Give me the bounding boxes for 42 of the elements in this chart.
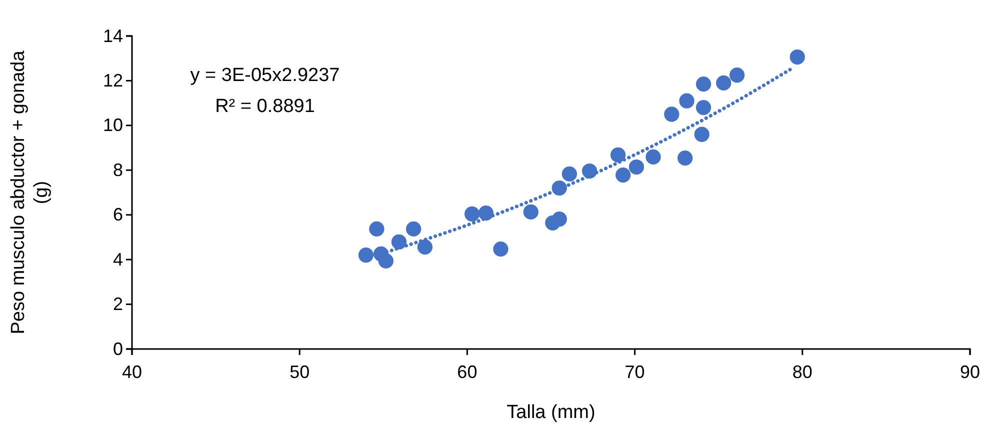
point xyxy=(464,206,480,222)
x-tick-label: 60 xyxy=(457,362,478,382)
point xyxy=(696,100,712,116)
y-tick-label: 4 xyxy=(112,249,123,270)
point xyxy=(628,159,644,175)
point xyxy=(369,221,384,236)
x-tick-label: 70 xyxy=(624,362,645,382)
point xyxy=(716,75,732,91)
point xyxy=(678,150,693,166)
point xyxy=(406,221,422,236)
y-tick-label: 0 xyxy=(112,338,123,359)
point xyxy=(493,242,508,257)
point xyxy=(523,204,538,220)
point xyxy=(562,166,578,182)
point xyxy=(610,147,626,162)
point xyxy=(616,168,631,183)
x-tick-label: 90 xyxy=(960,362,980,382)
point xyxy=(417,239,433,255)
point xyxy=(358,248,374,263)
y-tick-label: 8 xyxy=(112,160,123,180)
point xyxy=(694,126,710,142)
point xyxy=(646,149,661,165)
y-tick-label: 6 xyxy=(112,204,123,225)
x-axis-title: Talla (mm) xyxy=(506,402,596,423)
y-tick-label: 10 xyxy=(102,115,123,136)
y-tick-label: 2 xyxy=(112,294,123,314)
x-tick-label: 80 xyxy=(792,362,812,382)
point xyxy=(729,68,745,83)
annotation: y = 3E-05x2.9237 xyxy=(190,65,340,86)
point xyxy=(552,212,567,227)
point xyxy=(679,93,694,108)
point xyxy=(378,253,394,268)
y-axis-title: Peso musculo abductor + gonada (g) xyxy=(8,50,52,334)
point xyxy=(790,49,805,65)
y-tick-label: 12 xyxy=(102,70,123,90)
x-tick-label: 40 xyxy=(122,362,142,382)
annotation: R² = 0.8891 xyxy=(215,96,315,117)
x-tick-label: 50 xyxy=(290,362,310,382)
point xyxy=(664,106,680,122)
point xyxy=(391,234,407,250)
point xyxy=(696,76,712,92)
y-tick-label: 14 xyxy=(102,26,123,46)
